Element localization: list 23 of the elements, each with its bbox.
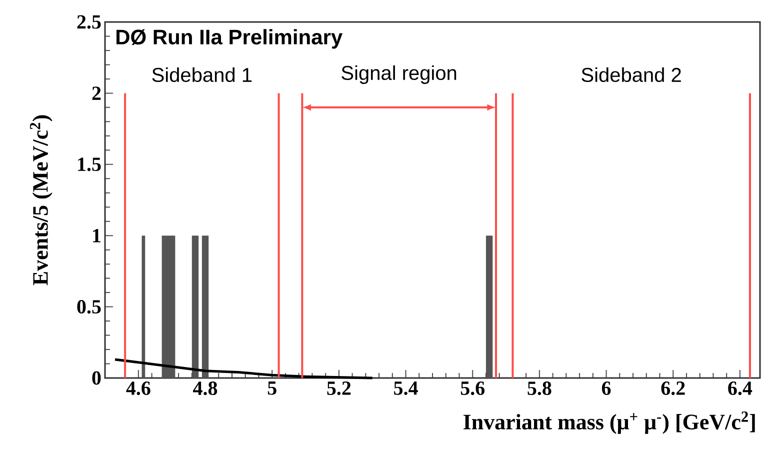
x-tick-label: 6.4	[728, 382, 752, 396]
y-tick-label: 2	[92, 86, 101, 100]
annotation: Sideband 2	[582, 67, 681, 82]
annotation: Sideband 1	[152, 67, 252, 82]
x-tick-label: 5	[268, 382, 276, 395]
x-tick-label: 4.6	[126, 382, 150, 396]
line-series	[114, 358, 374, 380]
x-axis-title: Invariant mass (μ$^{+}$ μ$^{-}$) [GeV/c$^{2}$]	[464, 412, 755, 434]
x-tick-label: 6.2	[661, 382, 685, 396]
y-tick-label: 1	[93, 228, 100, 242]
y-tick-label: 0	[92, 371, 101, 385]
x-tick-label: 5.2	[327, 382, 351, 396]
x-tick-label: 5.6	[460, 382, 485, 396]
y-tick-label: 2.5	[77, 15, 101, 29]
y-tick-label: 1.5	[78, 158, 101, 172]
x-tick-label: 6	[602, 382, 611, 395]
x-tick-label: 4.8	[193, 382, 218, 396]
y-axis-title: Events/5 (MeV/c$^{2}$)	[30, 115, 52, 286]
chart-title: DØ Run IIa Preliminary	[116, 29, 343, 49]
x-tick-label: 5.8	[528, 382, 552, 396]
annotation: Signal region	[342, 65, 456, 84]
y-tick-label: 0.5	[77, 300, 101, 314]
x-tick-label: 5.4	[394, 382, 418, 395]
